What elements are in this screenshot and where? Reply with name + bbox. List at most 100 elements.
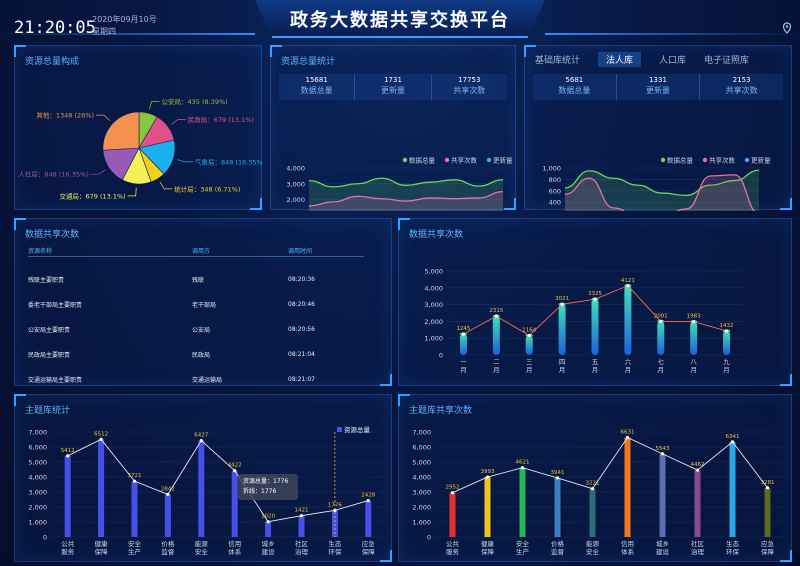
y-tick-label: 5,000	[424, 268, 443, 276]
x-tick-label: 三	[526, 358, 533, 366]
data-label: 3021	[555, 296, 569, 302]
bar	[589, 488, 596, 537]
series-area	[309, 178, 503, 211]
panel-title: 主题库共享次数	[409, 406, 473, 416]
data-label: 6341	[726, 434, 740, 440]
trend-point	[659, 319, 663, 323]
cell-time: 08:21:04	[288, 351, 315, 358]
legend-marker	[444, 157, 450, 163]
x-tick-label: 信用	[228, 539, 241, 548]
x-tick-label: 治理	[295, 547, 309, 556]
y-tick-label: 400	[549, 199, 561, 207]
x-tick-label: 保障	[481, 547, 495, 556]
bar	[64, 455, 71, 537]
pie-slice	[102, 111, 140, 151]
x-tick-label: 安全	[516, 539, 530, 548]
x-tick-label: 生态	[328, 539, 342, 548]
trend-point	[233, 469, 237, 473]
clock: 21:20:05	[14, 18, 96, 38]
legend-label: 更新量	[751, 156, 771, 165]
bar	[519, 467, 526, 537]
pie-leader-line	[177, 159, 193, 163]
stat-value: 5681	[565, 76, 584, 84]
tab-legal-person[interactable]: 法人库	[598, 52, 642, 67]
trend-point	[560, 302, 564, 306]
bar	[131, 481, 138, 537]
x-tick-label: 公共	[61, 539, 75, 548]
trend-point	[461, 332, 466, 336]
table-row[interactable]: 委老干部局主要职责 老干部局 08:20:46	[28, 292, 364, 317]
panel-title: 基础库统计	[535, 56, 581, 66]
legend-label: 共享次数	[451, 156, 478, 165]
tooltip-line: 折线：1776	[243, 488, 277, 495]
tab-bar: 基础库统计 法人库 人口库 电子证照库	[535, 52, 767, 67]
bar	[231, 470, 238, 537]
data-label: 4422	[228, 463, 242, 469]
y-tick-label: 2,000	[286, 196, 305, 204]
x-tick-label: 环保	[328, 547, 342, 556]
data-label: 2428	[361, 493, 375, 499]
cell-time: 08:20:46	[288, 301, 315, 308]
y-tick-label: 7,000	[28, 429, 47, 437]
page-title: 政务大数据共享交换平台	[290, 10, 510, 31]
stats-row: 15681 数据总量 1731 更新量 17753 共享次数	[279, 74, 507, 100]
bar	[729, 441, 736, 537]
table-row[interactable]: 交通运输局主要职责 交通运输局 08:21:07	[28, 367, 364, 392]
y-tick-label: 1,000	[28, 519, 47, 527]
panel-title: 资源总量统计	[281, 57, 336, 67]
bar	[558, 304, 566, 355]
series-line	[564, 174, 756, 211]
area-chart-base: 数据总量共享次数更新量02004006008001,0001月2月3月4月5月6…	[542, 156, 771, 211]
x-tick-label: 应急	[362, 539, 376, 548]
trend-line	[67, 438, 369, 523]
trend-point	[590, 487, 595, 491]
cell-resource: 交通运输局主要职责	[28, 377, 83, 384]
x-tick-label: 月	[723, 366, 730, 374]
table-row[interactable]: 公安局主要职责 公安局 08:20:56	[28, 317, 364, 342]
bar	[659, 453, 666, 537]
pie-slice-label: 交通局：679 (13.1%)	[59, 191, 125, 200]
y-tick-label: 5,000	[412, 459, 431, 467]
legend-marker	[402, 157, 408, 163]
x-tick-label: 信用	[621, 539, 634, 548]
data-label: 5412	[61, 448, 75, 454]
tab-e-license[interactable]: 电子证照库	[704, 56, 750, 66]
pie-slice-label: 公安局：435 (8.39%)	[162, 97, 228, 106]
legend-marker	[337, 427, 342, 432]
trend-point	[333, 508, 337, 512]
stat-value: 1731	[384, 76, 402, 84]
x-tick-label: 保障	[95, 547, 109, 556]
data-label: 2315	[489, 308, 503, 314]
y-tick-label: 0	[427, 534, 431, 542]
location-pin-icon[interactable]	[781, 22, 793, 34]
y-tick-label: 5,000	[28, 459, 47, 467]
cell-resource: 民政局主要职责	[28, 352, 71, 359]
share-table: 资源名称 调用方 调用时间 残联主要职责 残联 08:20:36 委老干部局主要职责…	[28, 243, 364, 392]
x-tick-label: 应急	[761, 539, 775, 548]
stat-label: 更新量	[646, 86, 670, 95]
table-row[interactable]: 民政局主要职责 民政局 08:21:04	[28, 342, 364, 367]
column-header: 调用时间	[288, 248, 313, 255]
y-tick-label: 600	[549, 187, 561, 195]
x-tick-label: 建设	[262, 547, 276, 556]
bar-chart-theme-share: 0 1,000 2,000 3,000 4,000 5,000 6,000 7,000 2952…	[412, 429, 785, 556]
bar	[484, 477, 491, 537]
bar	[690, 321, 698, 355]
trend-point	[765, 486, 770, 490]
x-tick-label: 月	[625, 366, 632, 374]
bar	[764, 487, 771, 537]
cell-resource: 委老干部局主要职责	[28, 302, 83, 309]
x-tick-label: 城乡	[262, 540, 275, 548]
x-tick-label: 环保	[726, 547, 740, 556]
pie-slice-label: 统计局：348 (6.71%)	[174, 184, 240, 193]
pie-leader-line	[149, 101, 160, 110]
data-label: 1432	[720, 323, 734, 329]
tab-population[interactable]: 人口库	[659, 56, 687, 66]
data-label: 2001	[654, 313, 668, 319]
data-label: 1164	[522, 327, 536, 333]
stat-label: 数据总量	[558, 86, 591, 95]
y-tick-label: 2,000	[28, 504, 47, 512]
data-label: 6631	[621, 430, 635, 436]
table-row[interactable]: 残联主要职责 残联 08:20:36	[28, 267, 364, 292]
